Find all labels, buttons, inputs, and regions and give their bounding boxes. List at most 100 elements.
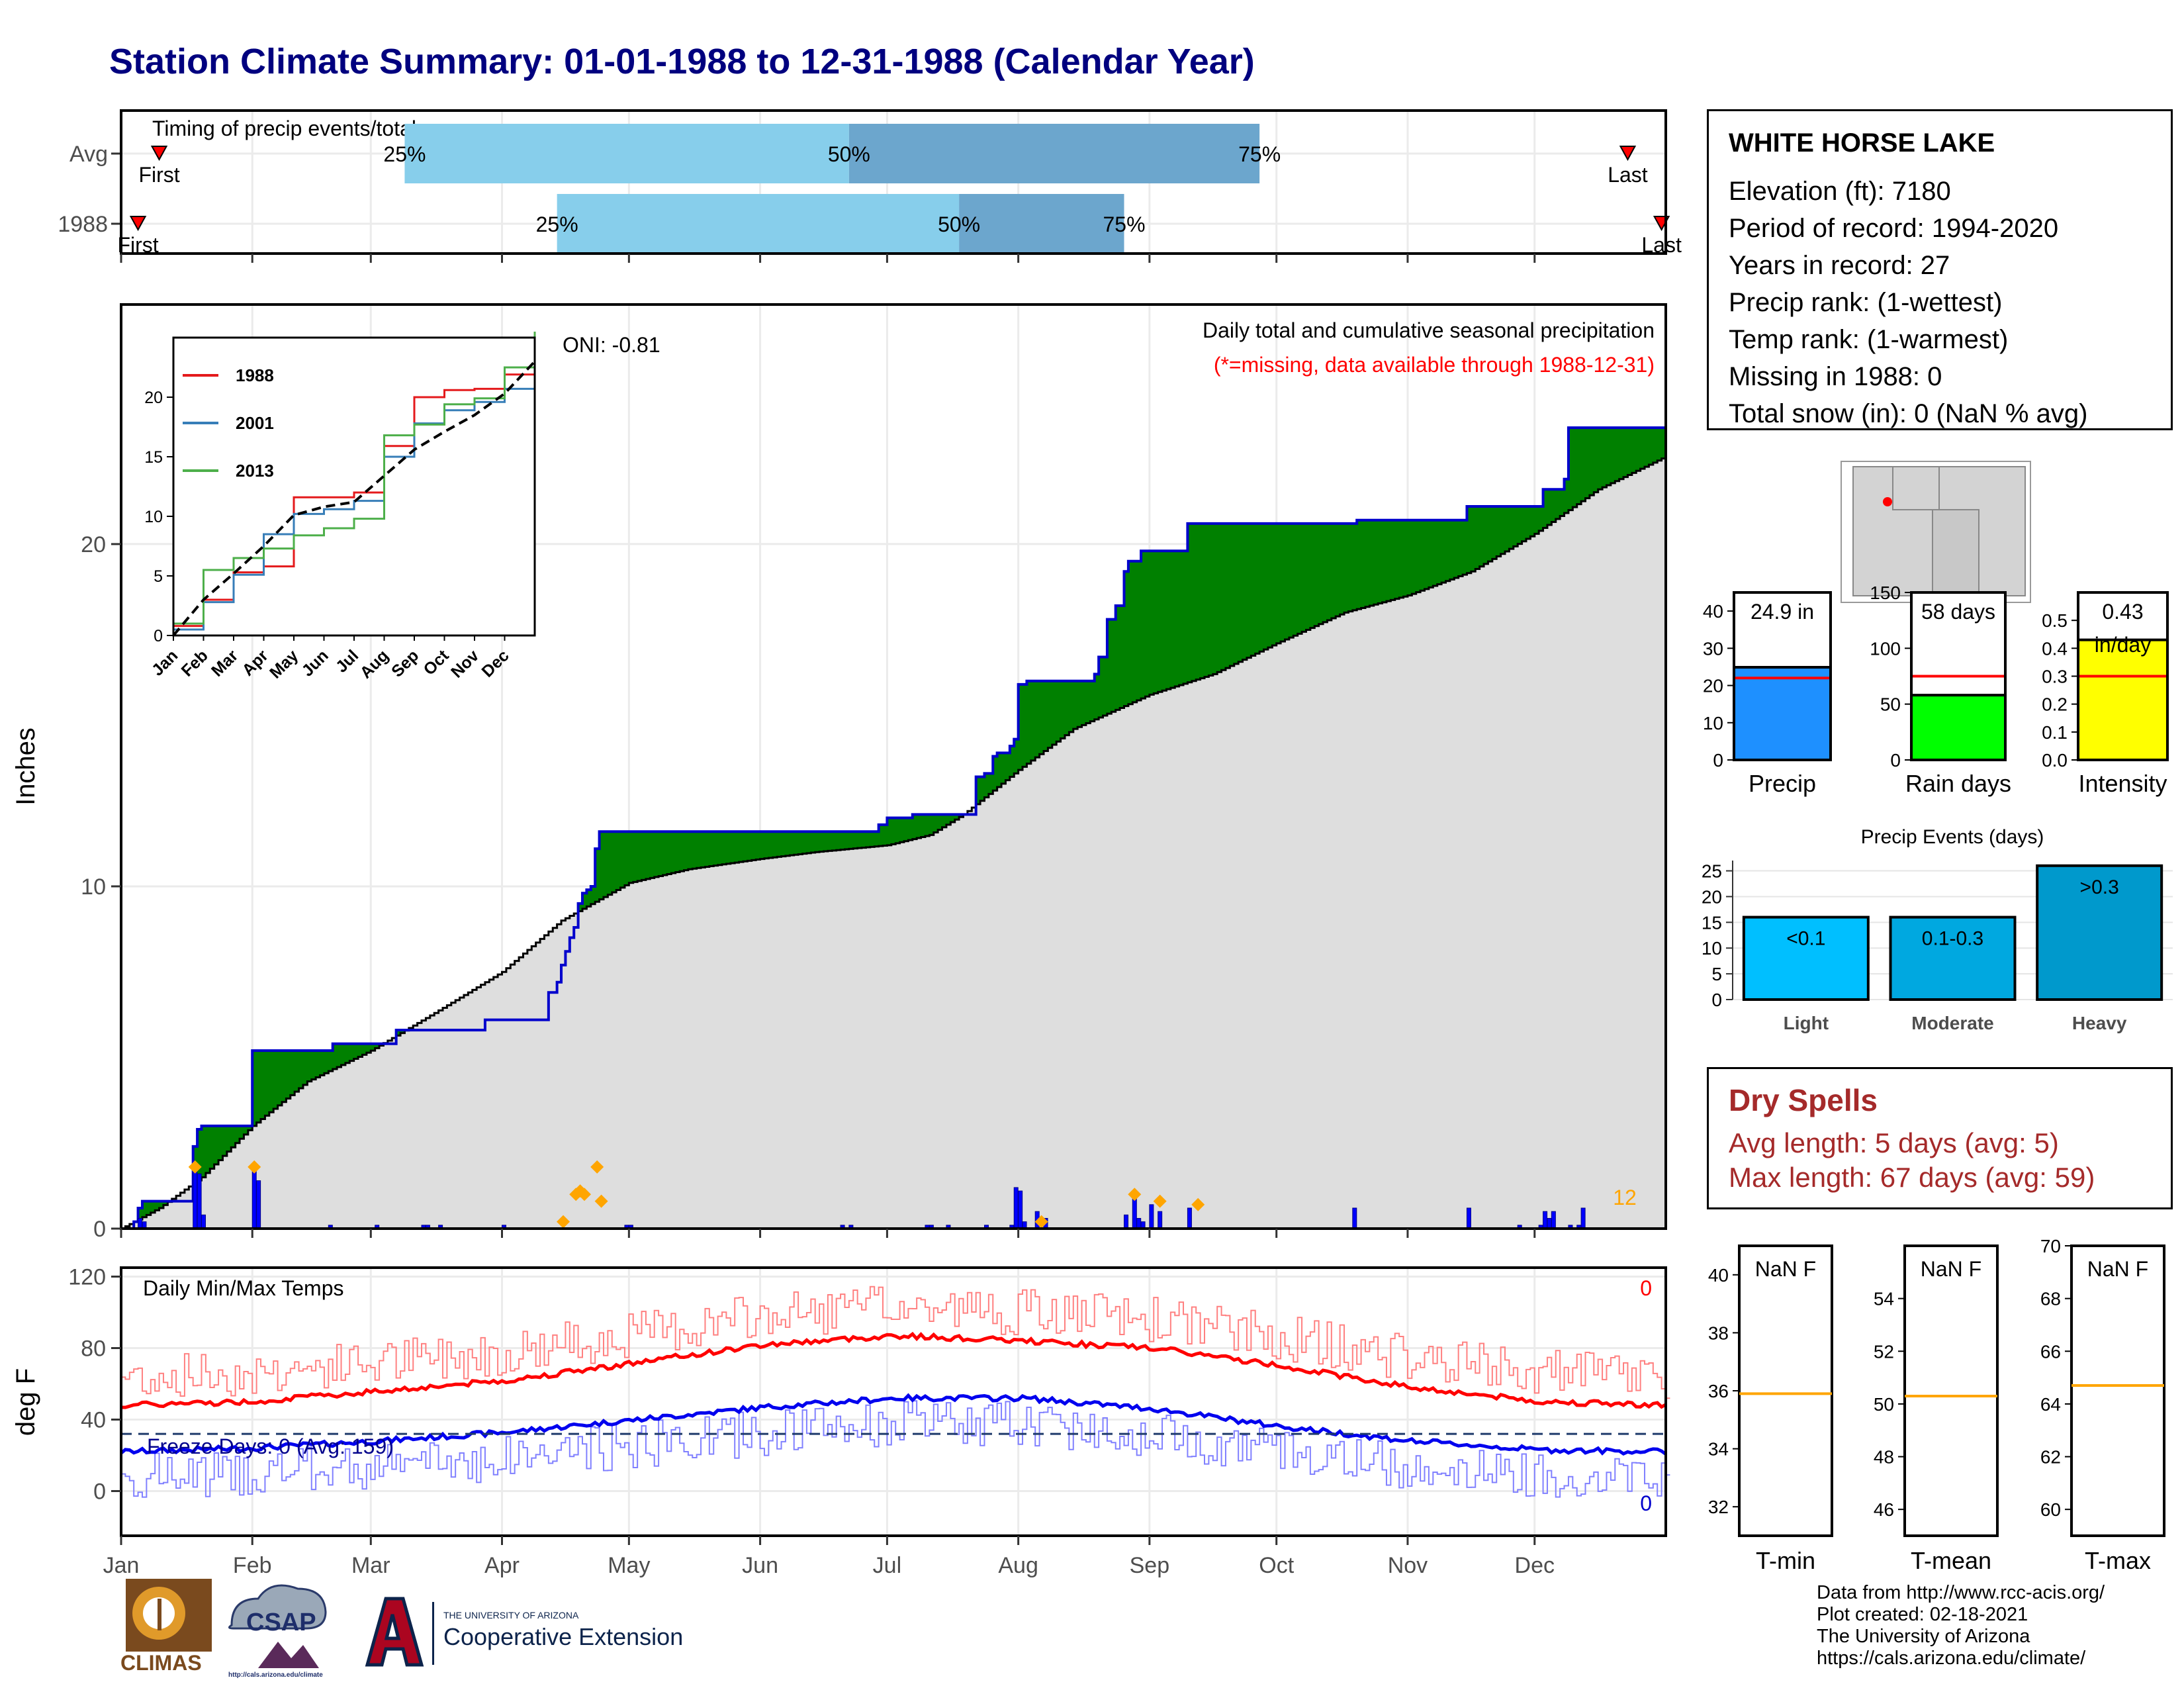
wet-anomaly-fill bbox=[1594, 428, 1599, 492]
wet-anomaly-fill bbox=[1318, 523, 1324, 624]
wet-anomaly-fill bbox=[1009, 745, 1015, 777]
extreme-event-marker bbox=[557, 1215, 570, 1229]
first-event-marker bbox=[150, 146, 168, 162]
wet-anomaly-fill bbox=[1623, 428, 1629, 477]
dry-spells-avg: Avg length: 5 days (avg: 5) bbox=[1729, 1127, 2059, 1158]
temp-summary-panel bbox=[2070, 1244, 2165, 1537]
wet-anomaly-fill bbox=[582, 893, 587, 909]
wet-anomaly-fill bbox=[277, 1051, 283, 1105]
wet-anomaly-fill bbox=[1399, 520, 1404, 598]
wet-anomaly-fill bbox=[1437, 520, 1442, 585]
wet-anomaly-fill bbox=[1471, 506, 1476, 572]
summary-value-label: 24.9 in bbox=[1751, 600, 1814, 624]
wet-anomaly-fill bbox=[811, 831, 816, 853]
wet-anomaly-fill bbox=[1340, 523, 1345, 615]
wet-anomaly-fill bbox=[1124, 571, 1129, 706]
wet-anomaly-fill bbox=[1217, 523, 1222, 673]
precip-y-tick-label: 0 bbox=[93, 1217, 106, 1242]
wet-anomaly-fill bbox=[226, 1125, 232, 1152]
wet-anomaly-fill bbox=[735, 831, 740, 863]
summary-y-tick-label: 0.2 bbox=[2042, 694, 2068, 715]
wet-anomaly-fill bbox=[1225, 523, 1230, 669]
wet-anomaly-fill bbox=[1103, 657, 1108, 716]
daily-precip-bar bbox=[142, 1221, 147, 1229]
precip-y-tick-label: 20 bbox=[81, 532, 106, 557]
timing-bar-q25-q50 bbox=[557, 194, 960, 254]
summary-y-tick-label: 50 bbox=[1880, 694, 1901, 715]
wet-anomaly-fill bbox=[138, 1207, 143, 1220]
wet-anomaly-fill bbox=[650, 831, 655, 878]
credit-line: The University of Arizona bbox=[1817, 1626, 2030, 1647]
wet-anomaly-fill bbox=[261, 1051, 266, 1119]
wet-anomaly-fill bbox=[1246, 523, 1251, 658]
wet-anomaly-fill bbox=[1441, 520, 1447, 583]
wet-anomaly-fill bbox=[252, 1051, 257, 1126]
wet-anomaly-fill bbox=[349, 1043, 355, 1061]
wet-anomaly-fill bbox=[1175, 551, 1180, 687]
wet-anomaly-fill bbox=[1085, 680, 1091, 724]
wet-anomaly-fill bbox=[641, 831, 647, 880]
summary-panel-border bbox=[1910, 591, 2007, 761]
events-category-label: Heavy bbox=[2072, 1013, 2127, 1033]
summary-panel-border bbox=[1733, 591, 1832, 761]
extreme-event-marker bbox=[1191, 1197, 1205, 1211]
wet-anomaly-fill bbox=[925, 814, 930, 836]
observed-cumulative-line bbox=[121, 426, 1666, 1229]
wet-anomaly-fill bbox=[256, 1051, 261, 1123]
precip-chart-title: Daily total and cumulative seasonal prec… bbox=[1203, 318, 1655, 342]
wet-anomaly-fill bbox=[1589, 428, 1594, 496]
wet-anomaly-fill bbox=[637, 831, 643, 881]
summary-y-tick-label: 100 bbox=[1870, 638, 1901, 659]
temp-x-tick-label: Jan bbox=[103, 1553, 140, 1578]
temp-summary-y-tick-label: 40 bbox=[1708, 1265, 1729, 1286]
wet-anomaly-fill bbox=[222, 1125, 228, 1156]
wet-anomaly-fill bbox=[1289, 523, 1294, 638]
extreme-event-marker bbox=[188, 1160, 202, 1174]
wet-anomaly-fill bbox=[624, 831, 629, 886]
wet-anomaly-fill bbox=[328, 1051, 334, 1072]
wet-anomaly-fill bbox=[358, 1043, 363, 1057]
wet-anomaly-fill bbox=[197, 1129, 203, 1181]
dry-spells-title: Dry Spells bbox=[1729, 1083, 1878, 1117]
wet-anomaly-fill bbox=[396, 1030, 401, 1036]
credit-line: Data from http://www.rcc-acis.org/ bbox=[1817, 1582, 2105, 1603]
wet-anomaly-fill bbox=[1428, 520, 1433, 588]
summary-y-tick-label: 40 bbox=[1703, 601, 1723, 622]
temp-summary-y-tick-label: 48 bbox=[1874, 1447, 1894, 1468]
summary-y-tick-label: 150 bbox=[1870, 583, 1901, 603]
temp-summary-category-label: T-max bbox=[2085, 1547, 2151, 1574]
timing-q75-label: 75% bbox=[1103, 212, 1145, 236]
wet-anomaly-fill bbox=[1039, 680, 1044, 755]
wet-anomaly-fill bbox=[603, 831, 608, 898]
temp-chart-title: Daily Min/Max Temps bbox=[143, 1276, 343, 1300]
summary-bar bbox=[1734, 667, 1831, 760]
wet-anomaly-fill bbox=[1170, 551, 1175, 688]
wet-anomaly-fill bbox=[1585, 428, 1590, 498]
wet-anomaly-fill bbox=[1107, 619, 1112, 714]
timing-chart: Timing of precip events/totals Avg 25% 50% 7… bbox=[58, 109, 1682, 263]
station-info-box: WHITE HORSE LAKE Elevation (ft): 7180 Pe… bbox=[1707, 109, 2173, 430]
csap-logo: CSAP http://cals.arizona.edu/climate bbox=[228, 1584, 327, 1678]
wet-anomaly-fill bbox=[1314, 523, 1320, 626]
wet-anomaly-fill bbox=[857, 831, 862, 849]
daily-precip-bar bbox=[1580, 1207, 1586, 1229]
temp-summary-panel bbox=[1903, 1244, 1999, 1537]
wet-anomaly-fill bbox=[1509, 506, 1514, 549]
temp-summary-category-label: T-min bbox=[1756, 1547, 1815, 1574]
wet-anomaly-fill bbox=[1094, 674, 1099, 720]
wet-anomaly-fill bbox=[1060, 680, 1066, 739]
wet-anomaly-fill bbox=[870, 831, 875, 847]
temp-y-axis-label: deg F bbox=[11, 1368, 40, 1436]
events-bar bbox=[2036, 864, 2163, 1002]
wet-anomaly-fill bbox=[696, 831, 702, 868]
wet-anomaly-fill bbox=[307, 1051, 312, 1082]
wet-anomaly-fill bbox=[701, 831, 706, 868]
ua-big-text: Cooperative Extension bbox=[443, 1623, 683, 1650]
credit-line: https://cals.arizona.edu/climate/ bbox=[1817, 1648, 2086, 1669]
timing-plot-border bbox=[120, 109, 1667, 255]
wet-anomaly-fill bbox=[142, 1201, 147, 1217]
wet-anomaly-fill bbox=[722, 831, 727, 865]
wet-anomaly-fill bbox=[1610, 428, 1615, 483]
wet-anomaly-fill bbox=[1331, 523, 1336, 619]
station-line: Missing in 1988: 0 bbox=[1729, 362, 1942, 391]
